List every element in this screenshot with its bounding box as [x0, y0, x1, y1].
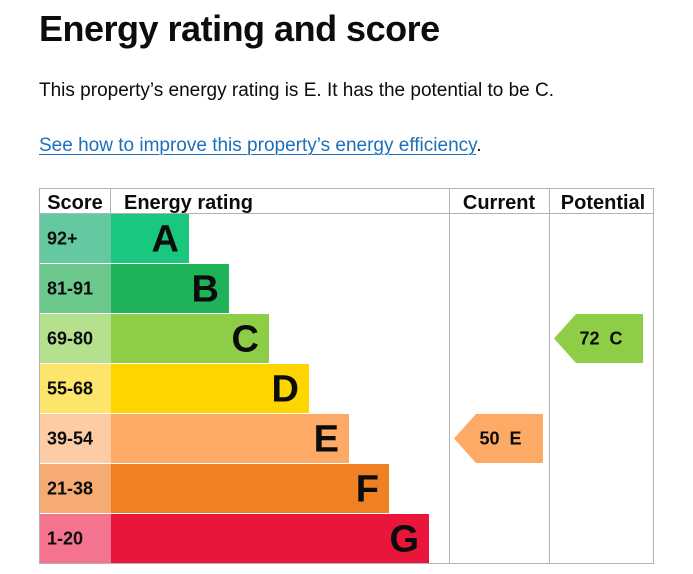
potential-score-value: 72 — [579, 329, 599, 349]
score-cell-b — [40, 264, 111, 313]
rating-bar-b — [111, 264, 229, 313]
link-suffix: . — [476, 135, 482, 156]
score-cell-a — [40, 214, 111, 263]
rating-bar-c — [111, 314, 269, 363]
score-range-c: 69-80 — [47, 329, 93, 349]
potential-rating-letter: C — [610, 329, 623, 349]
score-range-d: 55-68 — [47, 379, 93, 399]
header-potential: Potential — [561, 192, 645, 214]
rating-letter-f: F — [356, 469, 379, 511]
rating-letter-c: C — [232, 319, 259, 361]
rating-bands: 92+ A 81-91 B 69-80 C 55-68 D 39-54 E 21-38 F 1-20 G — [40, 214, 429, 563]
rating-bar-e — [111, 414, 349, 463]
score-range-b: 81-91 — [47, 279, 93, 299]
improve-link-row: See how to improve this property’s energ… — [39, 135, 482, 157]
rating-bar-a — [111, 214, 189, 263]
potential-marker-arrow — [554, 314, 643, 363]
score-range-f: 21-38 — [47, 479, 93, 499]
rating-letter-g: G — [389, 519, 419, 561]
rating-markers: 50 E 72 C — [454, 314, 643, 463]
header-energy-rating: Energy rating — [124, 192, 253, 214]
score-range-e: 39-54 — [47, 429, 93, 449]
current-marker-arrow — [454, 414, 543, 463]
score-cell-d — [40, 364, 111, 413]
header-current: Current — [463, 192, 536, 214]
score-cell-e — [40, 414, 111, 463]
rating-bar-f — [111, 464, 389, 513]
chart-frame — [39, 188, 654, 564]
current-rating-letter: E — [510, 429, 522, 449]
improve-efficiency-link[interactable]: See how to improve this property’s energ… — [39, 135, 477, 156]
score-range-a: 92+ — [47, 229, 78, 249]
rating-bar-g — [111, 514, 429, 563]
rating-letter-d: D — [272, 369, 299, 411]
current-score-value: 50 — [479, 429, 499, 449]
score-range-g: 1-20 — [47, 529, 83, 549]
score-cell-c — [40, 314, 111, 363]
header-score: Score — [47, 192, 103, 214]
score-cell-f — [40, 464, 111, 513]
score-cell-g — [40, 514, 111, 563]
rating-letter-b: B — [192, 269, 219, 311]
page-title: Energy rating and score — [39, 8, 440, 49]
rating-letter-a: A — [152, 219, 179, 261]
rating-letter-e: E — [314, 419, 339, 461]
rating-bar-d — [111, 364, 309, 413]
rating-summary: This property’s energy rating is E. It h… — [39, 80, 555, 101]
